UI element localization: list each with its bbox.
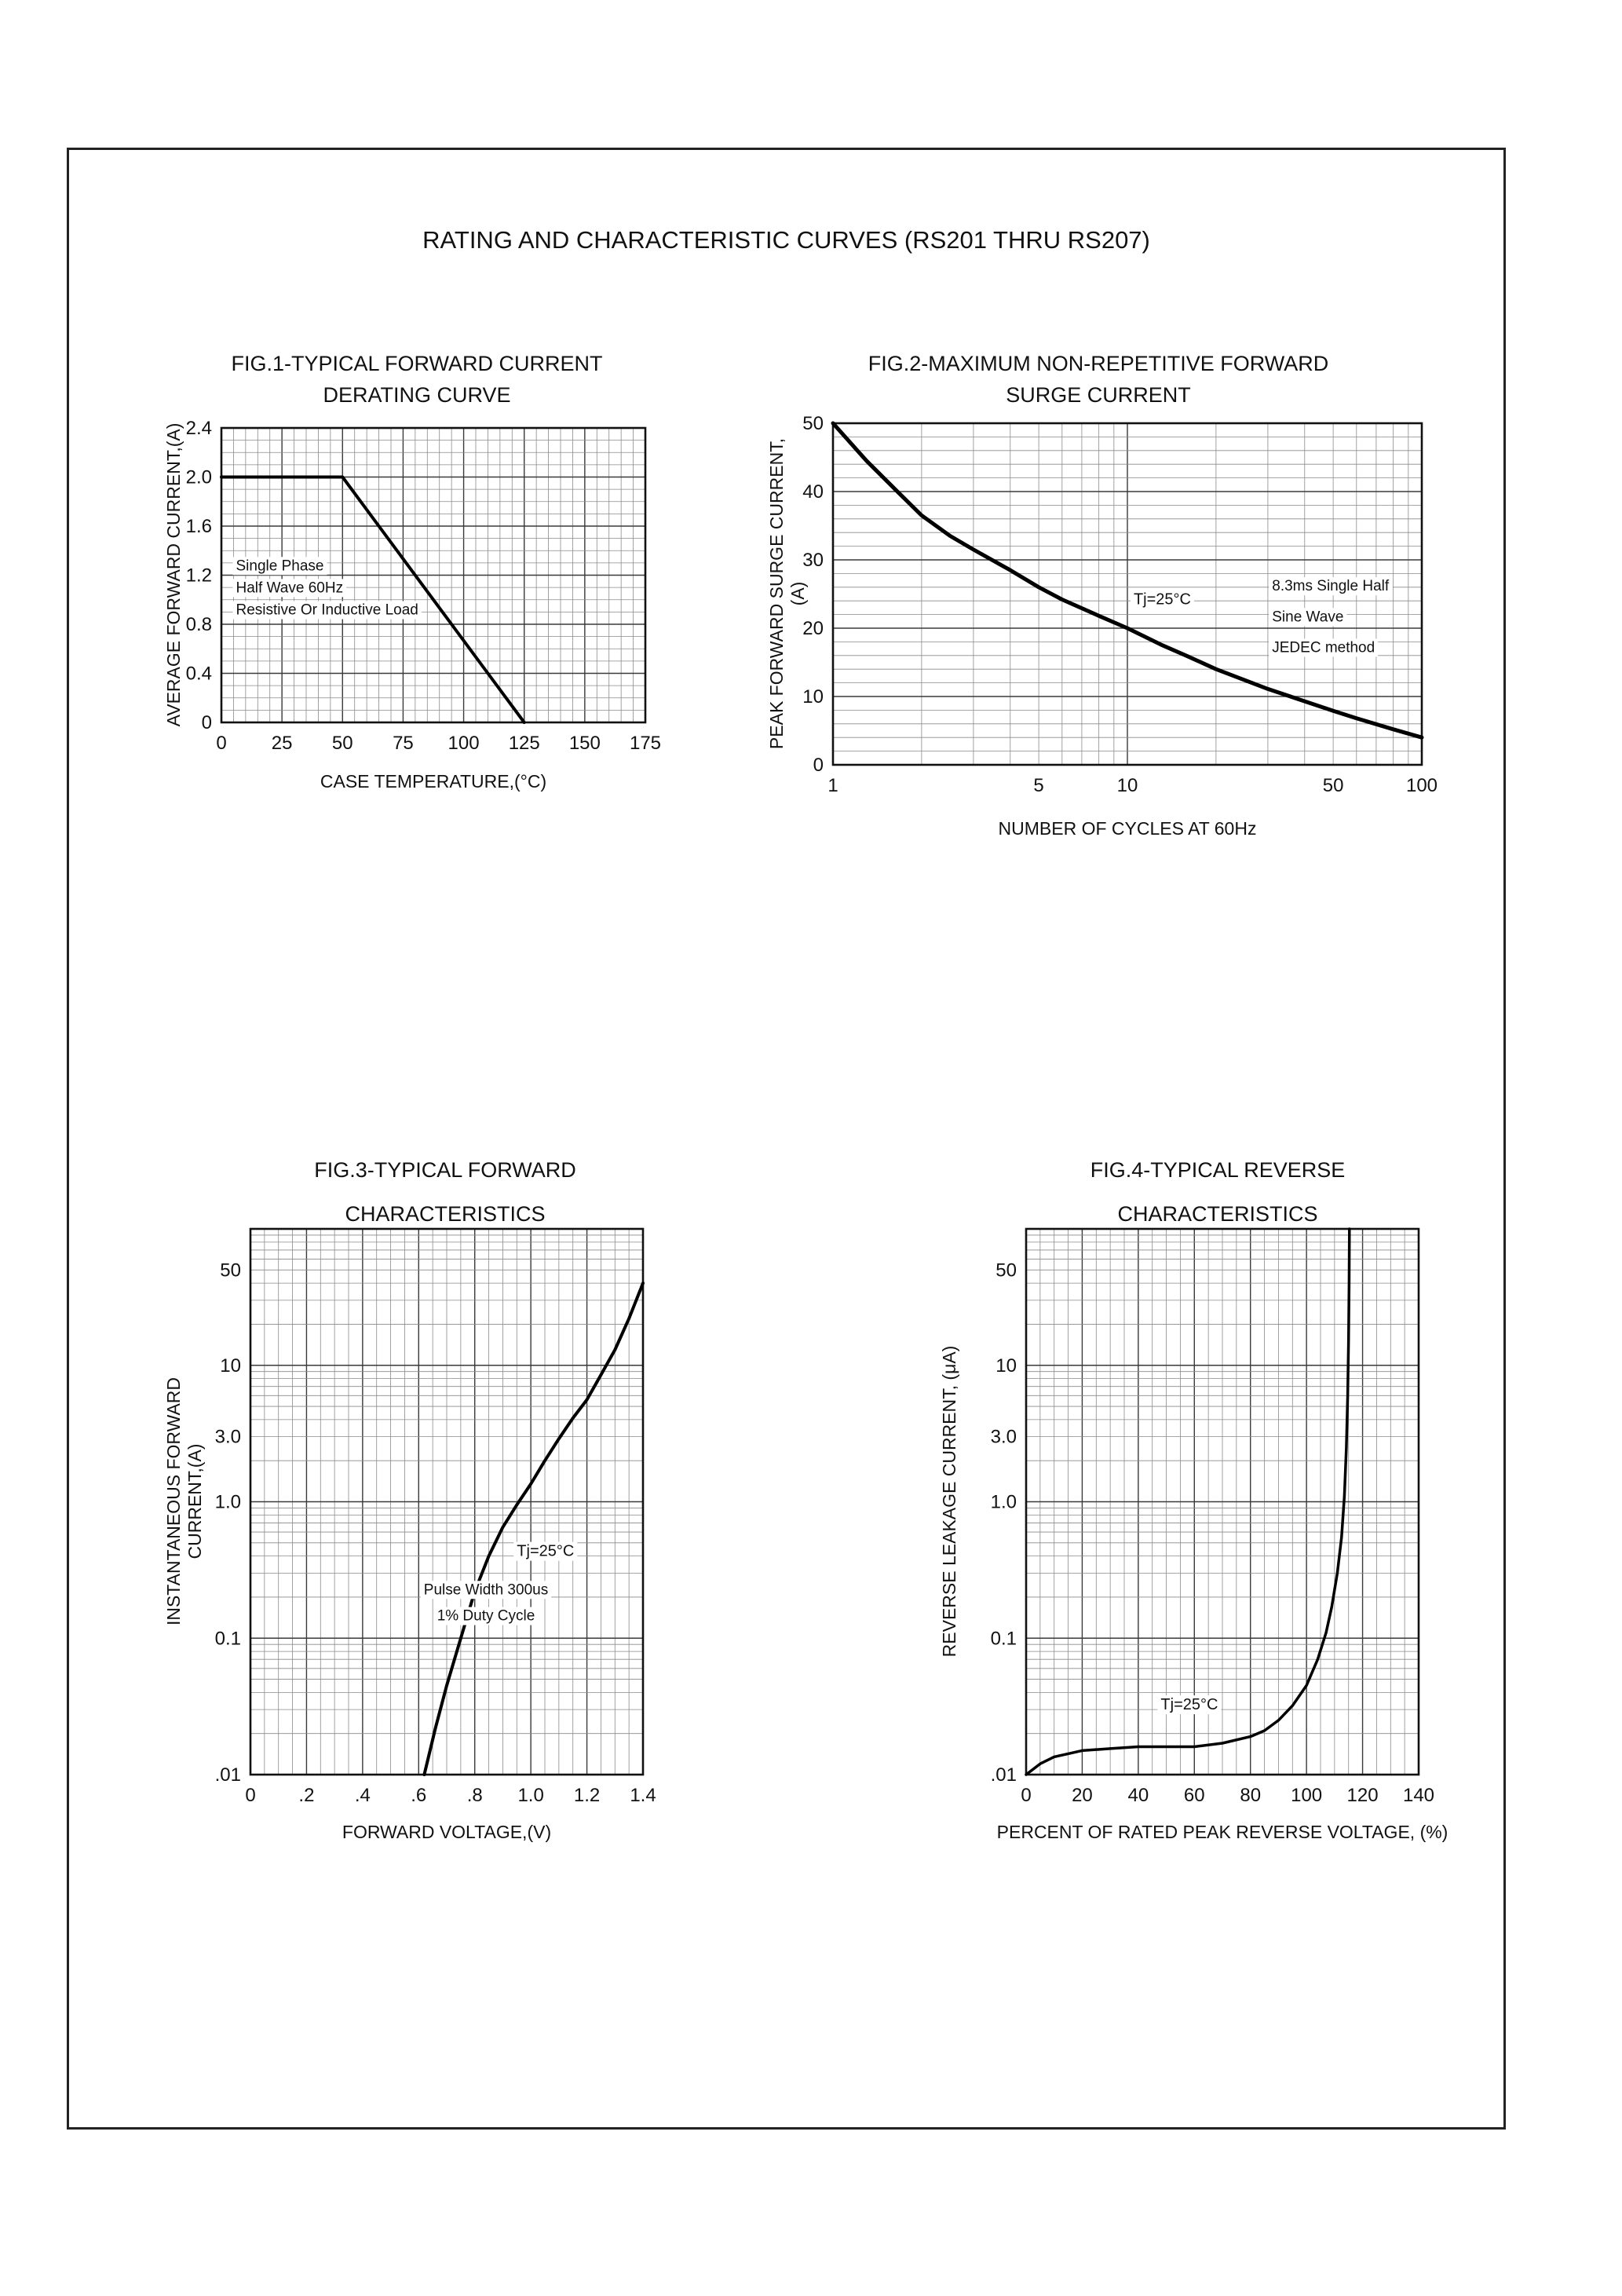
svg-text:10: 10 bbox=[995, 1355, 1017, 1377]
svg-text:175: 175 bbox=[630, 733, 661, 754]
svg-text:5: 5 bbox=[1033, 775, 1043, 796]
svg-text:Sine Wave: Sine Wave bbox=[1272, 609, 1343, 625]
fig3-x-axis-label: FORWARD VOLTAGE,(V) bbox=[342, 1822, 552, 1842]
svg-text:Half Wave 60Hz: Half Wave 60Hz bbox=[236, 579, 344, 596]
svg-text:1.6: 1.6 bbox=[186, 516, 212, 537]
fig3-y-axis-label: INSTANTANEOUS FORWARD CURRENT,(A) bbox=[163, 1377, 205, 1626]
svg-text:10: 10 bbox=[802, 686, 824, 707]
fig3-title-line2: CHARACTERISTICS bbox=[345, 1202, 546, 1226]
svg-text:40: 40 bbox=[1128, 1785, 1149, 1806]
fig1-title-line1: FIG.1-TYPICAL FORWARD CURRENT bbox=[231, 352, 603, 375]
page-title: RATING AND CHARACTERISTIC CURVES (RS201 … bbox=[422, 226, 1150, 254]
svg-text:.01: .01 bbox=[215, 1764, 241, 1786]
fig4-y-axis-label: REVERSE LEAKAGE CURRENT, (μA) bbox=[939, 1345, 959, 1658]
fig4-plot: 0 20 40 60 80 100 120 140 50 10 3.0 1.0 0.1 .01 Tj=25°… bbox=[991, 1227, 1434, 1806]
svg-text:125: 125 bbox=[509, 733, 540, 754]
svg-text:1.4: 1.4 bbox=[630, 1785, 656, 1806]
svg-text:20: 20 bbox=[1072, 1785, 1093, 1806]
svg-text:2.0: 2.0 bbox=[186, 467, 212, 488]
fig3-title-line1: FIG.3-TYPICAL FORWARD bbox=[314, 1158, 576, 1182]
svg-text:60: 60 bbox=[1184, 1785, 1205, 1806]
svg-text:140: 140 bbox=[1403, 1785, 1434, 1806]
svg-text:0: 0 bbox=[202, 712, 212, 733]
svg-text:1.0: 1.0 bbox=[517, 1785, 543, 1806]
svg-text:1: 1 bbox=[827, 775, 838, 796]
svg-text:0.1: 0.1 bbox=[991, 1628, 1017, 1649]
svg-text:120: 120 bbox=[1347, 1785, 1379, 1806]
svg-text:3.0: 3.0 bbox=[215, 1427, 241, 1448]
svg-text:Tj=25°C: Tj=25°C bbox=[517, 1543, 574, 1560]
svg-text:50: 50 bbox=[1323, 775, 1344, 796]
fig2-title-line2: SURGE CURRENT bbox=[1006, 383, 1191, 407]
svg-text:20: 20 bbox=[802, 618, 824, 639]
fig1-plot: 0 25 50 75 100 125 150 175 0 0.4 0.8 1.2 1.6 2.0 2.4 Si… bbox=[186, 418, 661, 754]
fig3-plot: 0 .2 .4 .6 .8 1.0 1.2 1.4 50 10 3.0 1.0 0.1 .01 Tj=25°… bbox=[215, 1227, 656, 1806]
svg-text:0: 0 bbox=[813, 755, 824, 776]
svg-text:100: 100 bbox=[1291, 1785, 1322, 1806]
fig1-y-axis-label: AVERAGE FORWARD CURRENT,(A) bbox=[163, 422, 184, 727]
svg-text:0.4: 0.4 bbox=[186, 664, 212, 685]
svg-text:50: 50 bbox=[332, 733, 353, 754]
fig4-title-line1: FIG.4-TYPICAL REVERSE bbox=[1090, 1158, 1346, 1182]
svg-text:0.1: 0.1 bbox=[215, 1628, 241, 1649]
svg-text:30: 30 bbox=[802, 550, 824, 571]
svg-text:0: 0 bbox=[245, 1785, 255, 1806]
svg-text:1% Duty Cycle: 1% Duty Cycle bbox=[437, 1608, 535, 1625]
fig2-y-axis-label: PEAK FORWARD SURGE CURRENT,(A) bbox=[766, 437, 808, 750]
svg-text:0: 0 bbox=[1021, 1785, 1031, 1806]
svg-text:Single Phase: Single Phase bbox=[236, 558, 324, 574]
svg-text:1.2: 1.2 bbox=[574, 1785, 600, 1806]
svg-text:80: 80 bbox=[1240, 1785, 1261, 1806]
svg-text:1.0: 1.0 bbox=[215, 1492, 241, 1513]
fig4-x-axis-label: PERCENT OF RATED PEAK REVERSE VOLTAGE, (… bbox=[996, 1822, 1448, 1842]
svg-text:.01: .01 bbox=[991, 1764, 1017, 1786]
svg-text:Tj=25°C: Tj=25°C bbox=[1160, 1696, 1218, 1713]
svg-text:.6: .6 bbox=[411, 1785, 426, 1806]
svg-text:75: 75 bbox=[393, 733, 414, 754]
svg-text:25: 25 bbox=[272, 733, 293, 754]
svg-text:Pulse Width 300us: Pulse Width 300us bbox=[424, 1581, 548, 1598]
svg-text:.2: .2 bbox=[298, 1785, 314, 1806]
fig3-title: FIG.3-TYPICAL FORWARD CHARACTERISTICS bbox=[210, 1148, 681, 1236]
svg-text:Tj=25°C: Tj=25°C bbox=[1134, 591, 1191, 609]
svg-text:0.8: 0.8 bbox=[186, 614, 212, 635]
svg-text:JEDEC method: JEDEC method bbox=[1272, 639, 1375, 656]
svg-text:Resistive Or Inductive Load: Resistive Or Inductive Load bbox=[236, 602, 418, 619]
svg-text:.8: .8 bbox=[467, 1785, 483, 1806]
svg-text:150: 150 bbox=[569, 733, 601, 754]
fig1-title-line2: DERATING CURVE bbox=[323, 383, 511, 407]
fig2-title: FIG.2-MAXIMUM NON-REPETITIVE FORWARD SUR… bbox=[863, 348, 1334, 411]
svg-text:.4: .4 bbox=[355, 1785, 371, 1806]
svg-text:8.3ms Single Half: 8.3ms Single Half bbox=[1272, 578, 1390, 594]
fig4-title-line2: CHARACTERISTICS bbox=[1117, 1202, 1318, 1226]
fig2-x-axis-label: NUMBER OF CYCLES AT 60Hz bbox=[998, 818, 1257, 839]
svg-text:10: 10 bbox=[1117, 775, 1138, 796]
svg-text:3.0: 3.0 bbox=[991, 1427, 1017, 1448]
svg-text:1.0: 1.0 bbox=[991, 1492, 1017, 1513]
svg-text:10: 10 bbox=[220, 1355, 241, 1377]
svg-text:0: 0 bbox=[216, 733, 226, 754]
svg-text:50: 50 bbox=[802, 413, 824, 434]
fig2-plot: 1 5 10 50 100 0 10 20 30 40 50 Tj=25°C 8.3ms Single … bbox=[802, 413, 1438, 796]
svg-text:50: 50 bbox=[995, 1260, 1017, 1281]
svg-text:100: 100 bbox=[448, 733, 480, 754]
svg-text:100: 100 bbox=[1406, 775, 1438, 796]
fig1-x-axis-label: CASE TEMPERATURE,(°C) bbox=[320, 771, 547, 792]
fig1-title: FIG.1-TYPICAL FORWARD CURRENT DERATING C… bbox=[181, 348, 652, 411]
fig4-title: FIG.4-TYPICAL REVERSE CHARACTERISTICS bbox=[982, 1148, 1453, 1236]
svg-text:1.2: 1.2 bbox=[186, 565, 212, 587]
svg-text:40: 40 bbox=[802, 481, 824, 503]
svg-text:2.4: 2.4 bbox=[186, 418, 212, 439]
svg-text:50: 50 bbox=[220, 1260, 241, 1281]
fig2-title-line1: FIG.2-MAXIMUM NON-REPETITIVE FORWARD bbox=[868, 352, 1329, 375]
